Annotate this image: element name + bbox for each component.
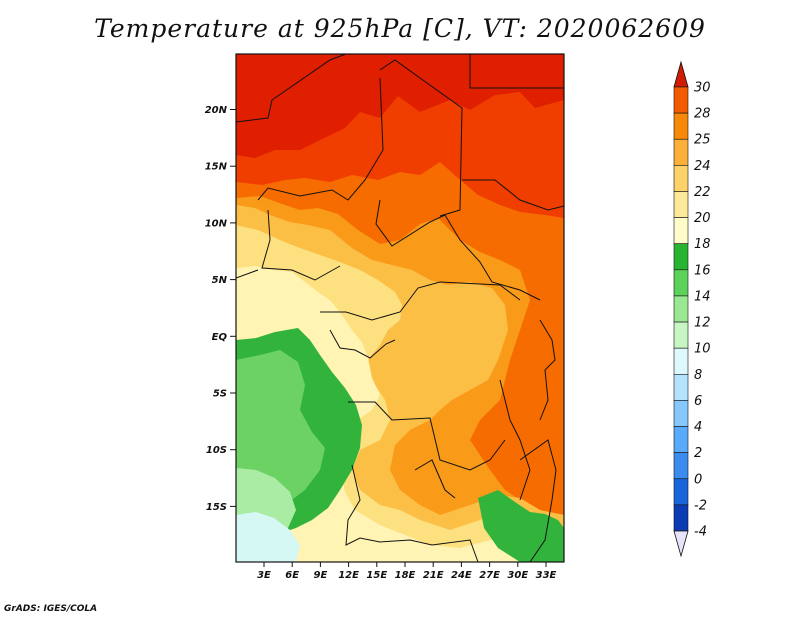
colorbar-bin	[673, 217, 689, 245]
lat-tick-label: EQ	[212, 332, 228, 343]
lon-tick-label: 21E	[423, 570, 444, 581]
colorbar-bin	[673, 165, 689, 192]
colorbar-label: 25	[694, 133, 711, 148]
colorbar-label: -4	[694, 525, 707, 540]
colorbar-label: 12	[694, 316, 711, 331]
colorbar-label: 20	[694, 211, 711, 226]
colorbar-bin	[673, 400, 689, 427]
colorbar-label: 6	[694, 394, 702, 409]
lat-tick-label: 10N	[205, 218, 228, 229]
lat-tick-label: 5S	[213, 389, 227, 400]
colorbar-bin	[673, 86, 689, 114]
lon-tick-label: 30E	[507, 570, 528, 581]
lon-tick-label: 6E	[285, 570, 299, 581]
colorbar-label: 28	[694, 107, 711, 122]
map-frame	[235, 53, 565, 563]
lat-tick-label: 15N	[205, 162, 228, 173]
lat-tick-label: 5N	[212, 275, 228, 286]
colorbar-bin	[673, 373, 689, 401]
colorbar-label: 4	[694, 420, 702, 435]
temp-field-10-12	[236, 512, 300, 562]
lat-tick-label: 10S	[206, 445, 227, 456]
lon-tick-label: 12E	[338, 570, 359, 581]
grads-credit: GrADS: IGES/COLA	[4, 604, 98, 614]
colorbar-bin	[673, 243, 689, 271]
lon-tick-label: 15E	[366, 570, 387, 581]
colorbar-bin	[673, 504, 689, 532]
temperature-map	[236, 54, 564, 562]
colorbar-label: 8	[694, 368, 702, 383]
longitude-axis: 3E 6E 9E 12E 15E 18E 21E 24E 27E 30E 33E	[257, 562, 557, 581]
lon-tick-label: 24E	[451, 570, 472, 581]
colorbar-label: 18	[694, 237, 711, 252]
lon-tick-label: 27E	[479, 570, 500, 581]
colorbar-label: 2	[694, 446, 702, 461]
colorbar-bin	[673, 112, 689, 140]
colorbar-label: 0	[694, 472, 702, 487]
colorbar-bin	[673, 295, 689, 323]
colorbar-bottom-triangle	[673, 530, 689, 558]
lon-tick-label: 18E	[395, 570, 416, 581]
country-borders	[236, 54, 564, 562]
colorbar-bin	[673, 321, 689, 349]
colorbar-bin	[673, 191, 689, 218]
lon-tick-label: 9E	[314, 570, 328, 581]
colorbar-bin	[673, 478, 689, 506]
chart-title: Temperature at 925hPa [C], VT: 202006260…	[94, 14, 706, 43]
latitude-axis: 20N 15N 10N 5N EQ 5S 10S 15S	[205, 105, 236, 513]
colorbar-bin	[673, 347, 689, 375]
temp-field-30-plus	[236, 54, 564, 158]
colorbar-label: 30	[694, 81, 711, 96]
lat-tick-label: 20N	[205, 105, 228, 116]
colorbar-bin	[673, 269, 689, 297]
colorbar-label: 14	[694, 289, 711, 304]
colorbar-label: 22	[694, 185, 711, 200]
lat-tick-label: 15S	[206, 502, 227, 513]
colorbar-top-triangle	[673, 60, 689, 88]
lon-tick-label: 3E	[257, 570, 271, 581]
colorbar-label: 16	[694, 263, 711, 278]
lon-tick-label: 33E	[536, 570, 557, 581]
colorbar-label: 24	[694, 159, 711, 174]
colorbar-bin	[673, 138, 689, 166]
colorbar-label: -2	[694, 498, 707, 513]
colorbar-bin	[673, 426, 689, 453]
colorbar-bin	[673, 452, 689, 480]
colorbar-label: 10	[694, 342, 711, 357]
